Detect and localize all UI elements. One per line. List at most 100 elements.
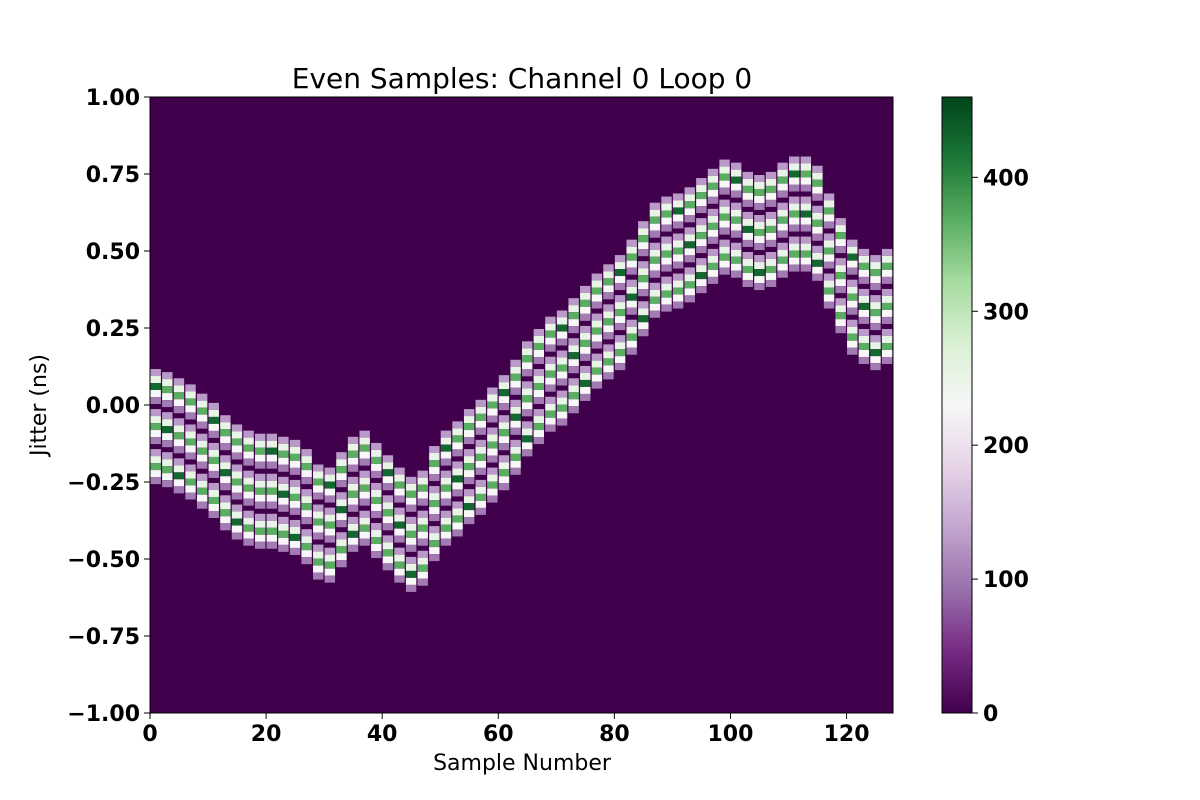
heatmap-cell: [301, 517, 312, 525]
heatmap-cell: [765, 171, 777, 179]
heatmap-cell: [359, 458, 370, 466]
heatmap-cell: [185, 412, 196, 420]
heatmap-cell: [429, 493, 440, 501]
heatmap-cell: [266, 487, 277, 495]
heatmap-cell: [254, 461, 266, 469]
heatmap-cell: [847, 307, 858, 315]
heatmap-cell: [336, 452, 347, 460]
heatmap-cell: [162, 386, 173, 394]
heatmap-cell: [208, 456, 219, 464]
heatmap-cell: [522, 428, 533, 436]
heatmap-cell: [220, 483, 231, 491]
heatmap-cell: [835, 265, 846, 273]
heatmap-cell: [800, 243, 812, 251]
heatmap-cell: [568, 366, 579, 374]
heatmap-cell: [196, 440, 208, 448]
heatmap-cell: [789, 264, 800, 272]
heatmap-cell: [754, 262, 765, 270]
heatmap-cell: [858, 269, 870, 277]
heatmap-cell: [638, 282, 649, 290]
heatmap-cell: [487, 441, 498, 449]
heatmap-cell: [684, 227, 695, 235]
heatmap-cell: [789, 257, 800, 265]
heatmap-cell: [452, 475, 463, 483]
heatmap-cell: [881, 262, 893, 270]
heatmap-cell: [231, 532, 243, 540]
heatmap-cell: [800, 236, 812, 244]
heatmap-cell: [440, 491, 452, 499]
heatmap-cell: [382, 483, 394, 491]
heatmap-cell: [324, 507, 336, 515]
heatmap-cell: [800, 257, 812, 265]
heatmap-cell: [696, 178, 707, 186]
colorbar: 0 100 200 300 400: [941, 96, 1029, 727]
heatmap-cell: [324, 481, 336, 489]
heatmap-cell: [858, 255, 870, 263]
heatmap-cell: [487, 448, 498, 456]
heatmap-cell: [266, 447, 277, 455]
heatmap-cell: [823, 240, 835, 248]
heatmap-cell: [231, 452, 243, 460]
colorbar-tick-label: 100: [983, 568, 1029, 593]
heatmap-cell: [336, 459, 347, 467]
heatmap-cell: [243, 531, 254, 539]
heatmap-cell: [730, 249, 742, 257]
heatmap-cell: [649, 216, 661, 224]
heatmap-cell: [347, 530, 359, 538]
heatmap-cell: [162, 412, 173, 420]
heatmap-cell: [289, 500, 301, 508]
heatmap-cell: [301, 550, 312, 558]
heatmap-cell: [336, 520, 347, 528]
heatmap-cell: [371, 442, 382, 450]
heatmap-cell: [754, 283, 765, 291]
heatmap-cell: [847, 260, 858, 268]
heatmap-cell: [359, 437, 370, 445]
heatmap-cell: [847, 319, 858, 327]
heatmap-cell: [858, 248, 870, 256]
heatmap-cell: [510, 359, 521, 367]
heatmap-cell: [336, 513, 347, 521]
heatmap-cell: [278, 544, 289, 552]
heatmap-cell: [730, 176, 742, 184]
heatmap-cell: [881, 295, 893, 303]
heatmap-cell: [812, 245, 823, 253]
heatmap-cell: [208, 423, 219, 431]
heatmap-cell: [347, 436, 359, 444]
heatmap-cell: [649, 209, 661, 217]
heatmap-cell: [614, 349, 626, 357]
heatmap-cell: [742, 218, 753, 226]
heatmap-cell: [417, 578, 428, 586]
x-tick-label: 60: [483, 722, 514, 747]
heatmap-cell: [672, 273, 684, 281]
colorbar-tick-label: 0: [983, 702, 998, 727]
heatmap-cell: [823, 294, 835, 302]
heatmap-cell: [812, 233, 823, 241]
heatmap-cell: [510, 446, 521, 454]
heatmap-cell: [254, 473, 266, 481]
heatmap-cell: [510, 399, 521, 407]
heatmap-cell: [405, 577, 417, 585]
heatmap-cell: [429, 486, 440, 494]
heatmap-cell: [463, 409, 475, 417]
heatmap-cell: [150, 463, 161, 471]
heatmap-cell: [707, 276, 719, 284]
heatmap-cell: [591, 327, 603, 335]
heatmap-cell: [742, 239, 753, 247]
heatmap-cell: [835, 326, 846, 334]
heatmap-cell: [440, 498, 452, 506]
heatmap-cell: [301, 543, 312, 551]
heatmap-cell: [661, 210, 672, 218]
heatmap-cell: [823, 280, 835, 288]
heatmap-cell: [324, 467, 336, 475]
heatmap-cell: [150, 383, 161, 391]
heatmap-cell: [730, 183, 742, 191]
heatmap-cell: [475, 467, 486, 475]
heatmap-cell: [394, 495, 405, 503]
heatmap-cell: [313, 504, 324, 512]
heatmap-cell: [185, 485, 196, 493]
heatmap-cell: [405, 497, 417, 505]
heatmap-cell: [568, 352, 579, 360]
heatmap-cell: [487, 488, 498, 496]
heatmap-cell: [440, 510, 452, 518]
heatmap-cell: [603, 271, 614, 279]
